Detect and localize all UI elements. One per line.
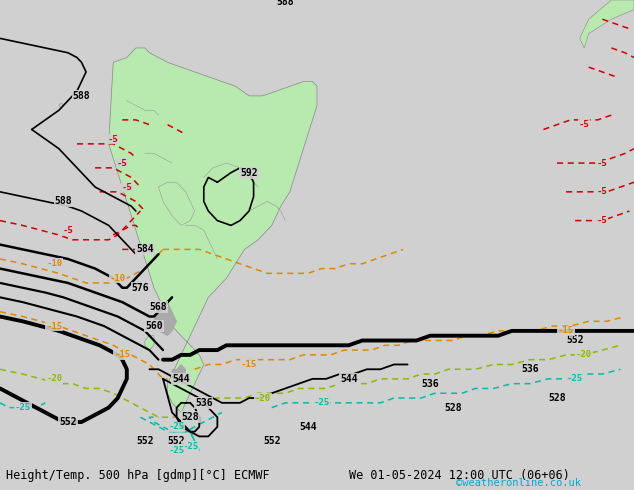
Text: -15: -15 <box>558 326 574 336</box>
Text: 552: 552 <box>168 436 185 446</box>
Text: 528: 528 <box>548 393 566 403</box>
Text: -5: -5 <box>597 187 607 196</box>
Polygon shape <box>145 336 154 350</box>
Text: -25: -25 <box>169 446 184 455</box>
Text: 588: 588 <box>55 196 72 206</box>
Polygon shape <box>579 0 634 48</box>
Text: -10: -10 <box>110 273 126 283</box>
Text: -5: -5 <box>122 183 132 192</box>
Text: 528: 528 <box>444 403 462 413</box>
Text: 544: 544 <box>172 374 190 384</box>
Text: -20: -20 <box>255 393 271 403</box>
Text: 536: 536 <box>521 364 539 374</box>
Text: 584: 584 <box>136 245 153 254</box>
Text: 536: 536 <box>195 398 212 408</box>
Text: 552: 552 <box>263 436 280 446</box>
Text: 552: 552 <box>59 417 77 427</box>
Text: -5: -5 <box>108 135 119 144</box>
Text: -15: -15 <box>46 321 62 331</box>
Text: -20: -20 <box>576 350 592 359</box>
Text: 576: 576 <box>132 283 149 293</box>
Text: 588: 588 <box>276 0 294 7</box>
Text: 544: 544 <box>299 422 317 432</box>
Text: -5: -5 <box>597 216 607 225</box>
Text: -5: -5 <box>597 159 607 168</box>
Text: 568: 568 <box>150 302 167 312</box>
Text: -5: -5 <box>579 120 590 129</box>
Text: -15: -15 <box>114 350 131 359</box>
Text: 592: 592 <box>240 168 258 178</box>
Text: 588: 588 <box>73 91 90 101</box>
Text: 552: 552 <box>136 436 153 446</box>
Text: ©weatheronline.co.uk: ©weatheronline.co.uk <box>456 478 581 488</box>
Text: -20: -20 <box>46 374 62 383</box>
Text: We 01-05-2024 12:00 UTC (06+06): We 01-05-2024 12:00 UTC (06+06) <box>349 469 569 482</box>
Text: -10: -10 <box>46 259 62 268</box>
Text: 544: 544 <box>340 374 358 384</box>
Text: 536: 536 <box>422 379 439 389</box>
Text: 552: 552 <box>566 336 584 345</box>
Text: -5: -5 <box>117 159 127 168</box>
Text: -25: -25 <box>15 403 30 412</box>
Text: -25: -25 <box>567 374 583 383</box>
Text: 560: 560 <box>145 321 163 331</box>
Text: -25: -25 <box>169 422 184 431</box>
Polygon shape <box>172 365 186 384</box>
Text: -25: -25 <box>313 398 330 407</box>
Polygon shape <box>154 302 177 336</box>
Text: Height/Temp. 500 hPa [gdmp][°C] ECMWF: Height/Temp. 500 hPa [gdmp][°C] ECMWF <box>6 469 270 482</box>
Text: -25: -25 <box>182 441 198 450</box>
Polygon shape <box>108 48 317 413</box>
Text: -5: -5 <box>63 226 74 235</box>
Text: 528: 528 <box>181 412 199 422</box>
Text: -15: -15 <box>241 360 257 369</box>
